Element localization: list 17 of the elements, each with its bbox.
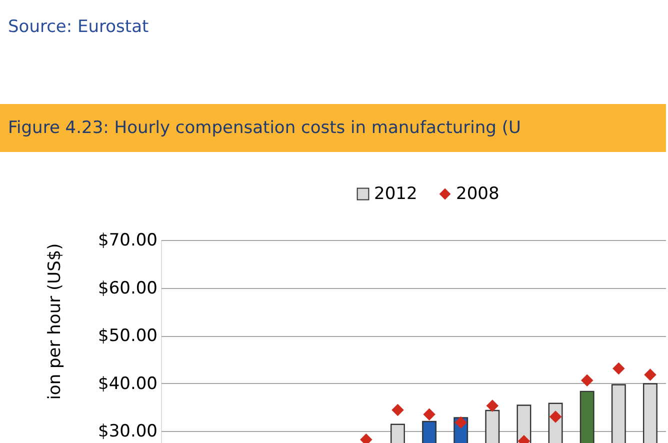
chart-title: Figure 4.23: Hourly compensation costs in manufacturing (U bbox=[8, 118, 521, 138]
y-tick-label: $70.00 bbox=[98, 230, 158, 250]
y-tick-label: $60.00 bbox=[98, 278, 158, 298]
legend-label: 2012 bbox=[374, 184, 418, 204]
y-tick-label: $30.00 bbox=[98, 422, 158, 442]
legend-label: 2008 bbox=[456, 184, 500, 204]
y-tick-label: $40.00 bbox=[98, 374, 158, 394]
source-note: Source: Eurostat bbox=[8, 17, 149, 37]
point bbox=[644, 368, 656, 381]
y-axis-title: ion per hour (US$) bbox=[45, 243, 65, 400]
point bbox=[486, 400, 499, 412]
point bbox=[423, 408, 436, 420]
point bbox=[612, 362, 625, 375]
point bbox=[392, 404, 404, 416]
point bbox=[454, 416, 467, 429]
point bbox=[580, 374, 594, 387]
y-tick-label: $50.00 bbox=[98, 326, 158, 346]
